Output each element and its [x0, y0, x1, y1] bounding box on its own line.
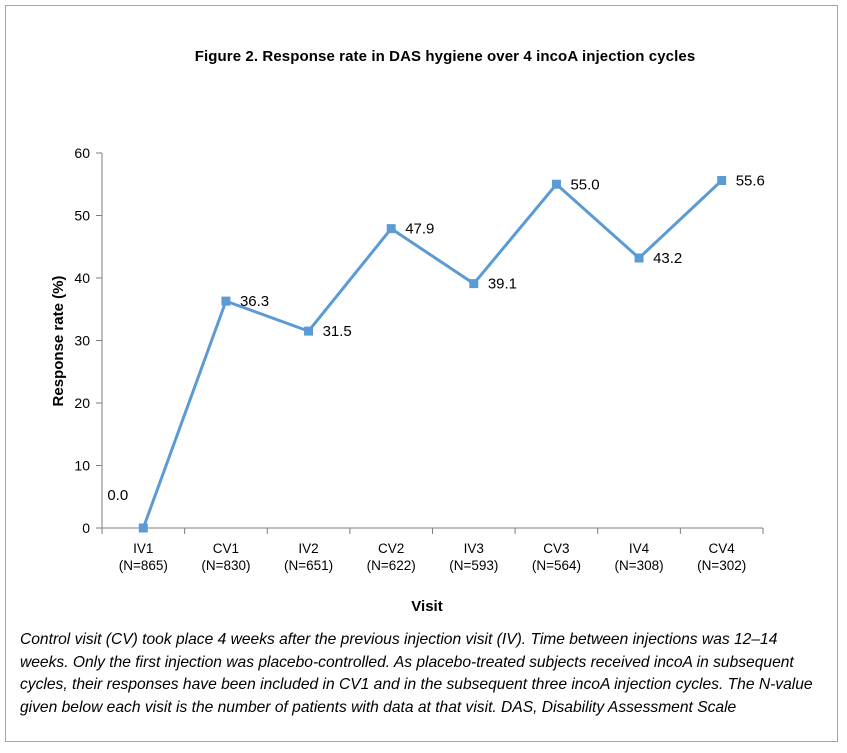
y-tick-label: 40 [74, 270, 90, 286]
y-tick-label: 50 [74, 208, 90, 224]
x-tick-n-label: (N=651) [284, 558, 333, 573]
x-tick-label: IV4 [629, 541, 650, 556]
data-point [634, 253, 644, 263]
series: 0.0 36.3 31.5 47.9 39.1 55.0 43.2 55.6 [107, 173, 765, 533]
x-tick-label: CV3 [543, 541, 569, 556]
x-tick-n-label: (N=830) [201, 558, 250, 573]
x-tick-label: IV3 [464, 541, 484, 556]
x-tick-n-label: (N=593) [449, 558, 498, 573]
data-label: 36.3 [240, 293, 269, 310]
y-tick-label: 30 [74, 333, 90, 349]
y-axis-title: Response rate (%) [50, 276, 67, 407]
data-point [386, 224, 396, 234]
data-point [304, 326, 314, 336]
data-label: 39.1 [488, 276, 517, 293]
y-tick-label: 20 [74, 395, 90, 411]
figure-frame [5, 5, 838, 742]
data-label: 55.6 [736, 173, 765, 190]
x-tick-label: CV1 [213, 541, 239, 556]
x-axis-title: Visit [411, 598, 442, 615]
x-tick-n-label: (N=302) [697, 558, 746, 573]
series-line [141, 179, 723, 529]
data-point [221, 296, 231, 306]
x-axis: IV1 (N=865) CV1 (N=830) IV2 (N=651) CV2 (N=622)… [101, 527, 764, 573]
line-chart: 0 10 20 30 40 50 60 IV1 (N=865) CV1 (N=830) IV2 (N=… [50, 145, 765, 615]
data-point [551, 179, 561, 189]
x-tick-label: CV2 [378, 541, 404, 556]
y-axis: 0 10 20 30 40 50 60 [74, 145, 103, 536]
data-point [138, 523, 148, 533]
x-tick-n-label: (N=308) [614, 558, 663, 573]
y-tick-label: 60 [74, 145, 90, 161]
x-tick-label: IV1 [133, 541, 153, 556]
data-label: 47.9 [405, 221, 434, 238]
data-point [717, 176, 727, 185]
data-point [469, 279, 479, 289]
data-label: 43.2 [653, 250, 682, 267]
x-tick-label: CV4 [709, 541, 736, 556]
figure-title: Figure 2. Response rate in DAS hygiene o… [194, 48, 696, 65]
data-label: 0.0 [107, 487, 128, 504]
x-tick-label: IV2 [298, 541, 318, 556]
x-tick-n-label: (N=564) [532, 558, 581, 573]
x-tick-n-label: (N=622) [367, 558, 416, 573]
y-tick-label: 0 [82, 520, 90, 536]
x-tick-n-label: (N=865) [119, 558, 168, 573]
data-label: 55.0 [570, 176, 599, 193]
y-tick-label: 10 [74, 458, 90, 474]
data-label: 31.5 [323, 323, 352, 340]
figure-caption: Control visit (CV) took place 4 weeks af… [20, 631, 813, 716]
